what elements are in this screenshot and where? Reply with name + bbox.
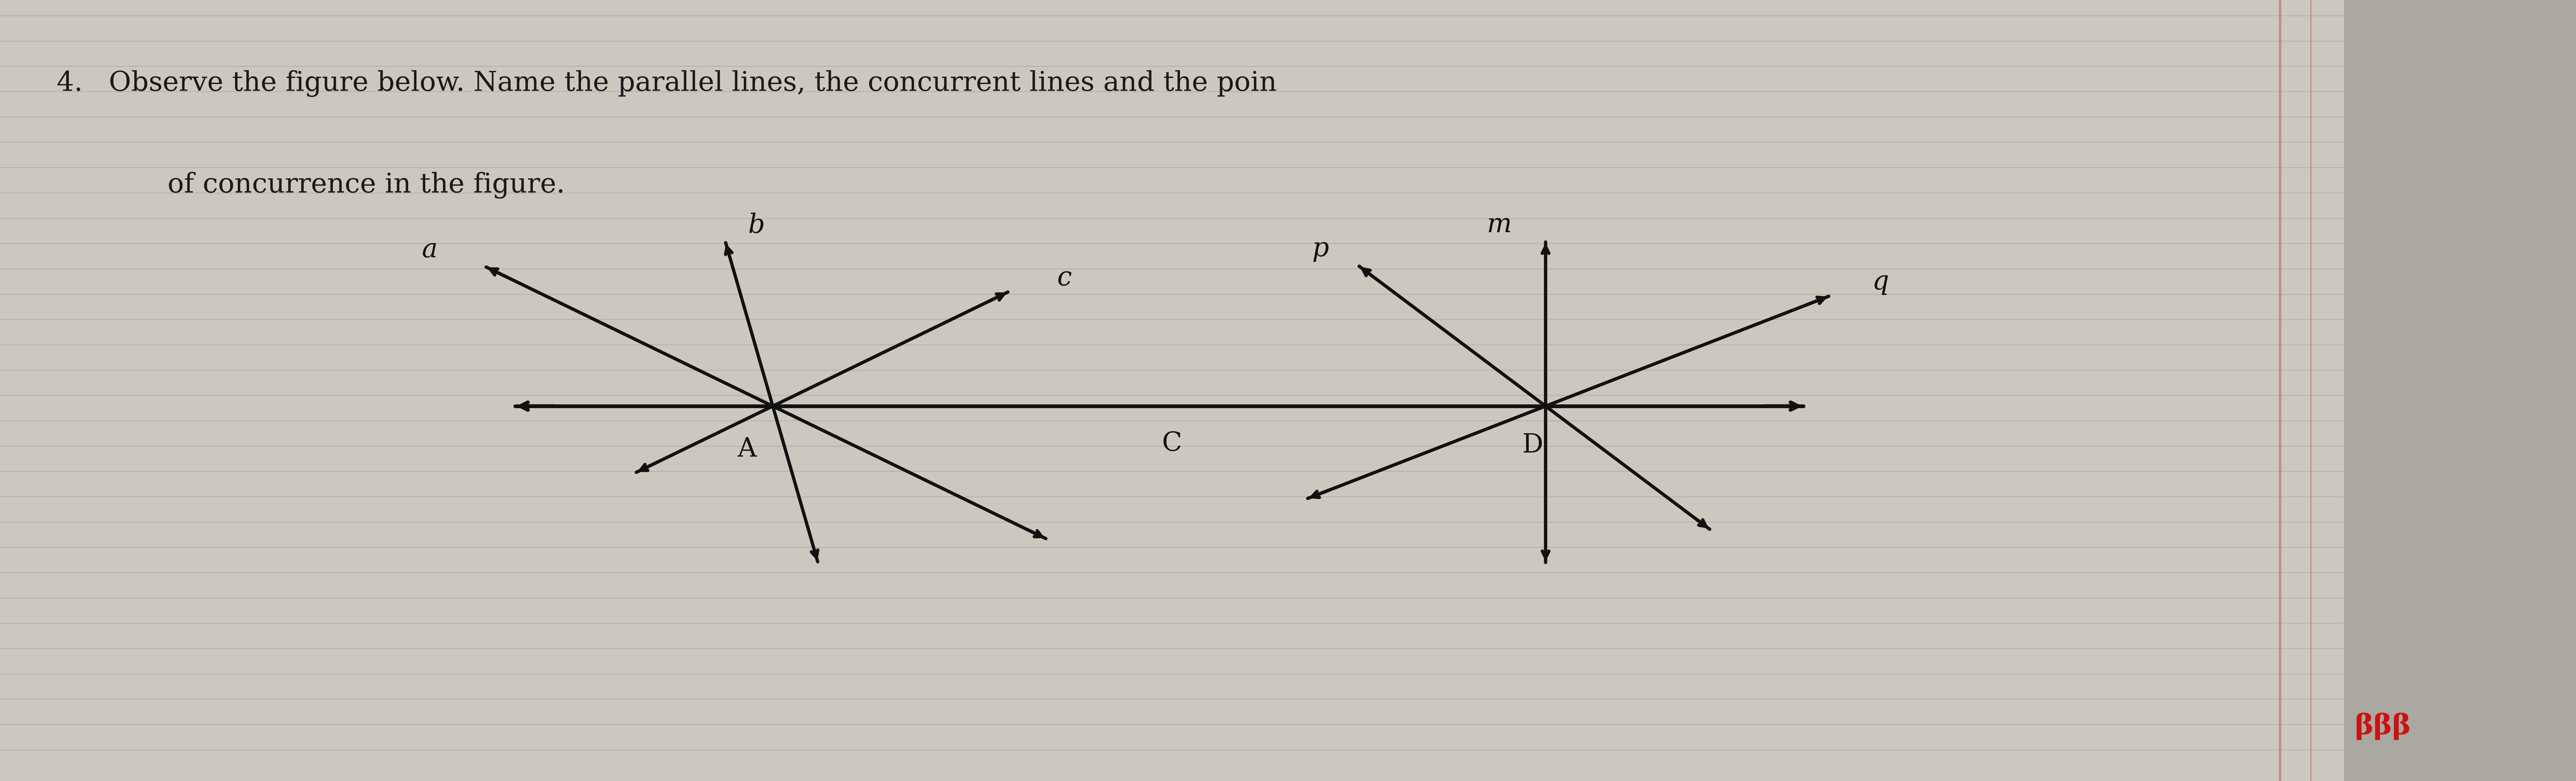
- Text: c: c: [1056, 265, 1072, 291]
- Text: D: D: [1522, 433, 1543, 458]
- Text: C: C: [1162, 431, 1182, 456]
- Text: m: m: [1486, 212, 1512, 238]
- Text: a: a: [422, 237, 438, 262]
- Text: A: A: [737, 437, 757, 462]
- Bar: [2344, 0, 2576, 781]
- Text: p: p: [1311, 236, 1329, 262]
- Text: 4.   Observe the figure below. Name the parallel lines, the concurrent lines and: 4. Observe the figure below. Name the pa…: [57, 70, 1278, 97]
- Text: of concurrence in the figure.: of concurrence in the figure.: [167, 172, 564, 198]
- Text: b: b: [747, 212, 765, 238]
- Text: βββ: βββ: [2354, 713, 2411, 740]
- Text: q: q: [1873, 269, 1888, 295]
